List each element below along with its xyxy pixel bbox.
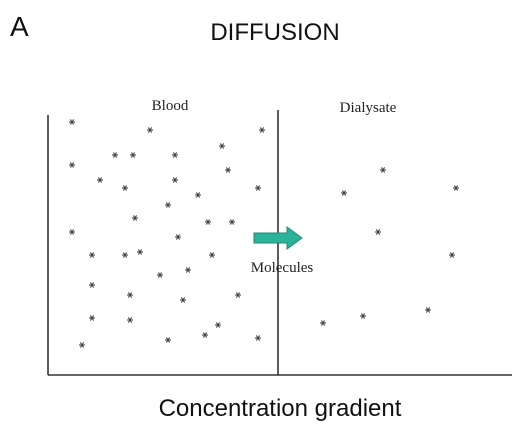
molecule [88,251,96,259]
title: DIFFUSION [210,19,339,46]
molecule [164,201,172,209]
molecule [452,184,460,192]
molecule [258,126,266,134]
molecule [214,321,222,329]
molecule [129,151,137,159]
molecule [174,233,182,241]
molecule [126,316,134,324]
diffusion-arrow [253,226,303,250]
molecule [88,314,96,322]
molecule [88,281,96,289]
molecule [379,166,387,174]
molecule [319,319,327,327]
molecule [121,251,129,259]
blood-molecules [68,118,266,349]
molecule [136,248,144,256]
molecule [201,331,209,339]
molecule [374,228,382,236]
molecule [194,191,202,199]
molecule [359,312,367,320]
molecule [171,176,179,184]
molecule [156,271,164,279]
molecule [179,296,187,304]
molecule [68,118,76,126]
molecule [68,161,76,169]
molecule [448,251,456,259]
molecule [204,218,212,226]
molecule [254,334,262,342]
molecule [131,214,139,222]
panel-label: A [10,11,29,42]
dialysate-label: Dialysate [340,100,397,116]
caption: Concentration gradient [159,395,402,422]
molecule [184,266,192,274]
molecule [224,166,232,174]
molecule [146,126,154,134]
molecule [78,341,86,349]
molecule [68,228,76,236]
molecule [424,306,432,314]
molecule [228,218,236,226]
molecule [111,151,119,159]
molecule [234,291,242,299]
molecule [96,176,104,184]
molecule [218,142,226,150]
blood-label: Blood [152,98,189,114]
molecule [171,151,179,159]
molecule [126,291,134,299]
molecule [254,184,262,192]
molecule [121,184,129,192]
molecule [208,251,216,259]
dialysate-molecules [319,166,460,327]
molecule [340,189,348,197]
molecule [164,336,172,344]
arrow-label: Molecules [251,260,314,276]
